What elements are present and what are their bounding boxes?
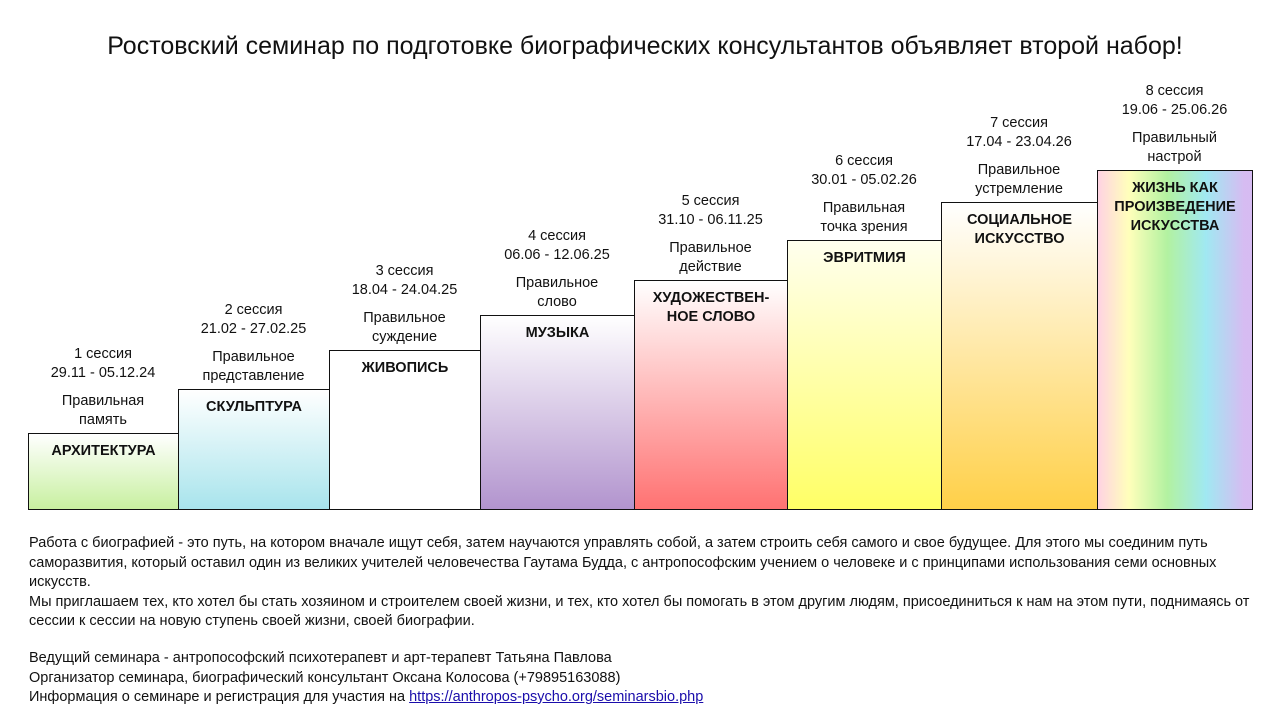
step-box: МУЗЫКА: [480, 315, 635, 510]
session-label: 2 сессия 21.02 - 27.02.25 Правильное предс…: [168, 301, 339, 386]
registration-link[interactable]: https://anthropos-psycho.org/seminarsbio…: [409, 689, 704, 705]
art-name: ЖИЗНЬ КАК ПРОИЗВЕДЕНИЕ ИСКУССТВА: [1114, 180, 1236, 234]
footer: Ведущий семинара - антропософский психот…: [29, 649, 703, 708]
session-label: 4 сессия 06.06 - 12.06.25 Правильное слово: [470, 227, 644, 312]
session-label: 3 сессия 18.04 - 24.04.25 Правильное сужде…: [319, 262, 490, 347]
description-paragraph: Мы приглашаем тех, кто хотел бы стать хо…: [29, 593, 1250, 630]
session-label: 6 сессия 30.01 - 05.02.26 Правильная точка…: [777, 152, 951, 237]
step-box: ЖИВОПИСЬ: [329, 350, 481, 510]
organizer-line: Организатор семинара, биографический кон…: [29, 669, 621, 686]
session-dates: 18.04 - 24.04.25: [351, 282, 458, 298]
session-virtue: Правильная точка зрения: [820, 200, 908, 235]
session-dates: 21.02 - 27.02.25: [200, 321, 307, 337]
session-virtue: Правильная память: [61, 393, 145, 428]
session-virtue: Правильное действие: [669, 240, 752, 275]
session-virtue: Правильный настрой: [1132, 130, 1217, 165]
session-virtue: Правильное представление: [202, 349, 305, 384]
art-name: ЖИВОПИСЬ: [361, 360, 449, 376]
session-dates: 30.01 - 05.02.26: [811, 172, 917, 188]
session-number: 8 сессия: [1145, 83, 1204, 99]
art-name: СОЦИАЛЬНОЕ ИСКУССТВО: [966, 212, 1073, 247]
step-box: СОЦИАЛЬНОЕ ИСКУССТВО: [941, 202, 1098, 510]
session-virtue: Правильное слово: [515, 275, 599, 310]
description-paragraph: Работа с биографией - это путь, на котор…: [29, 535, 1217, 590]
info-line: Информация о семинаре и регистрация для …: [29, 688, 703, 708]
step-box: ХУДОЖЕСТВЕН- НОЕ СЛОВО: [634, 280, 788, 510]
session-label: 7 сессия 17.04 - 23.04.26 Правильное устре…: [931, 114, 1107, 199]
session-dates: 29.11 - 05.12.24: [50, 365, 156, 381]
page-title: Ростовский семинар по подготовке биограф…: [107, 32, 1183, 60]
step-box: СКУЛЬПТУРА: [178, 389, 330, 510]
art-name: ХУДОЖЕСТВЕН- НОЕ СЛОВО: [652, 290, 770, 325]
step-box: ЖИЗНЬ КАК ПРОИЗВЕДЕНИЕ ИСКУССТВА: [1097, 170, 1253, 510]
session-virtue: Правильное суждение: [363, 310, 446, 345]
session-number: 2 сессия: [224, 302, 283, 318]
session-number: 6 сессия: [835, 153, 893, 169]
session-label: 8 сессия 19.06 - 25.06.26 Правильный настр…: [1087, 82, 1262, 167]
step-box: АРХИТЕКТУРА: [28, 433, 179, 510]
step-box: ЭВРИТМИЯ: [787, 240, 942, 510]
session-number: 3 сессия: [375, 263, 434, 279]
session-label: 1 сессия 29.11 - 05.12.24 Правильная памят…: [18, 345, 188, 430]
art-name: АРХИТЕКТУРА: [51, 443, 156, 459]
session-number: 1 сессия: [74, 346, 132, 362]
art-name: ЭВРИТМИЯ: [823, 250, 906, 266]
art-name: МУЗЫКА: [525, 325, 590, 341]
info-text: Информация о семинаре и регистрация для …: [29, 689, 410, 705]
session-number: 5 сессия: [681, 193, 740, 209]
art-name: СКУЛЬПТУРА: [206, 399, 302, 415]
session-number: 7 сессия: [990, 115, 1048, 131]
session-dates: 19.06 - 25.06.26: [1121, 102, 1228, 118]
session-dates: 17.04 - 23.04.26: [966, 134, 1072, 150]
leader-line: Ведущий семинара - антропософский психот…: [29, 650, 612, 666]
session-dates: 31.10 - 06.11.25: [658, 212, 763, 228]
session-virtue: Правильное устремление: [975, 162, 1063, 197]
session-label: 5 сессия 31.10 - 06.11.25 Правильное дейст…: [624, 192, 797, 277]
session-dates: 06.06 - 12.06.25: [504, 247, 610, 263]
description: Работа с биографией - это путь, на котор…: [29, 534, 1259, 632]
session-number: 4 сессия: [528, 228, 586, 244]
